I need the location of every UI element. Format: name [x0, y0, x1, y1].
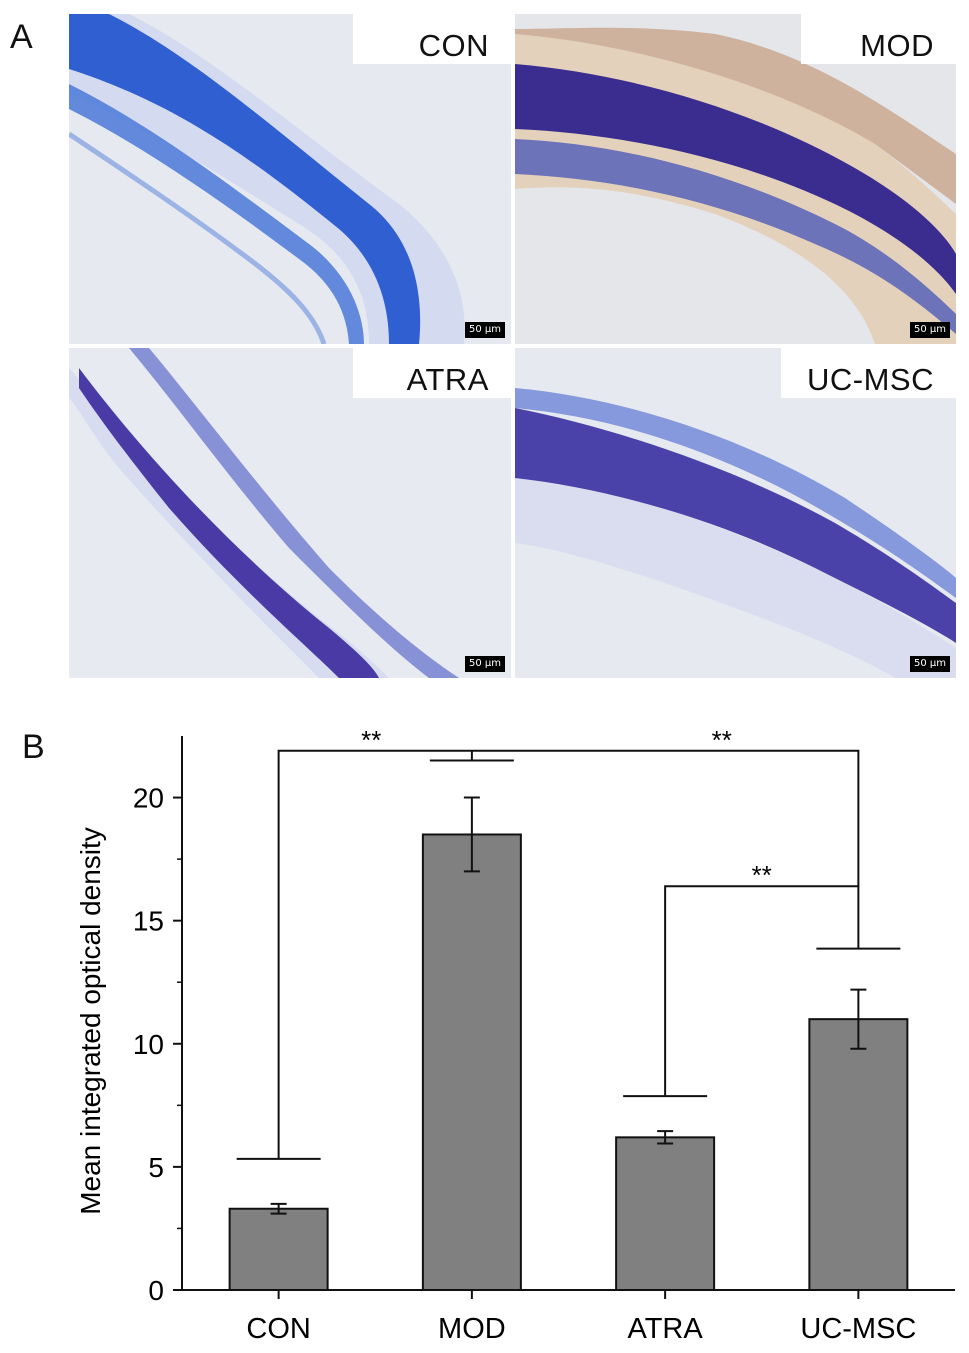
retina-tissue-image-con — [69, 14, 511, 344]
y-tick-label: 0 — [148, 1275, 164, 1306]
retina-tissue-image-uc-msc — [515, 348, 956, 678]
micrograph-mod: MOD 50 μm — [515, 14, 956, 344]
y-axis-label: Mean integrated optical density — [75, 827, 106, 1215]
micrograph-label-mod: MOD — [801, 14, 956, 64]
significance-label: ** — [752, 860, 772, 890]
x-tick-label: UC-MSC — [800, 1313, 916, 1345]
significance-label: ** — [712, 725, 732, 755]
micrograph-label-con: CON — [353, 14, 511, 64]
x-tick-label: MOD — [438, 1313, 506, 1345]
micrograph-con: CON 50 μm — [69, 14, 511, 344]
micrograph-uc-msc: UC-MSC 50 μm — [515, 348, 956, 678]
micrograph-label-atra: ATRA — [353, 348, 511, 398]
scale-bar-mod: 50 μm — [909, 322, 950, 338]
y-tick-label: 20 — [133, 783, 164, 814]
scale-bar-con: 50 μm — [464, 322, 505, 338]
significance-label: ** — [361, 725, 381, 755]
panel-a-letter: A — [10, 18, 33, 56]
bar-con — [228, 1207, 329, 1292]
retina-tissue-image-mod — [515, 14, 956, 344]
significance-bracket-top — [277, 749, 860, 1159]
x-tick-label: ATRA — [628, 1313, 704, 1345]
micrograph-label-uc-msc: UC-MSC — [781, 348, 956, 398]
significance-bracket-mid — [664, 885, 860, 1097]
y-tick-label: 10 — [133, 1029, 164, 1060]
retina-tissue-image-atra — [69, 348, 511, 678]
micrograph-atra: ATRA 50 μm — [69, 348, 511, 678]
y-tick-label: 15 — [133, 906, 164, 937]
panel-b-letter: B — [22, 728, 45, 766]
bar-mod — [421, 833, 522, 1291]
scale-bar-atra: 50 μm — [464, 656, 505, 672]
bar-chart: 0 5 10 15 20 Mean integrated optical density C… — [75, 725, 955, 1345]
x-tick-label: CON — [246, 1313, 310, 1345]
bar-atra — [615, 1136, 716, 1291]
bar-uc-msc — [808, 1018, 909, 1291]
scale-bar-uc-msc: 50 μm — [909, 656, 950, 672]
plot-area: 0 5 10 15 20 Mean integrated optical density C… — [75, 725, 955, 1345]
y-tick-label: 5 — [148, 1152, 164, 1183]
